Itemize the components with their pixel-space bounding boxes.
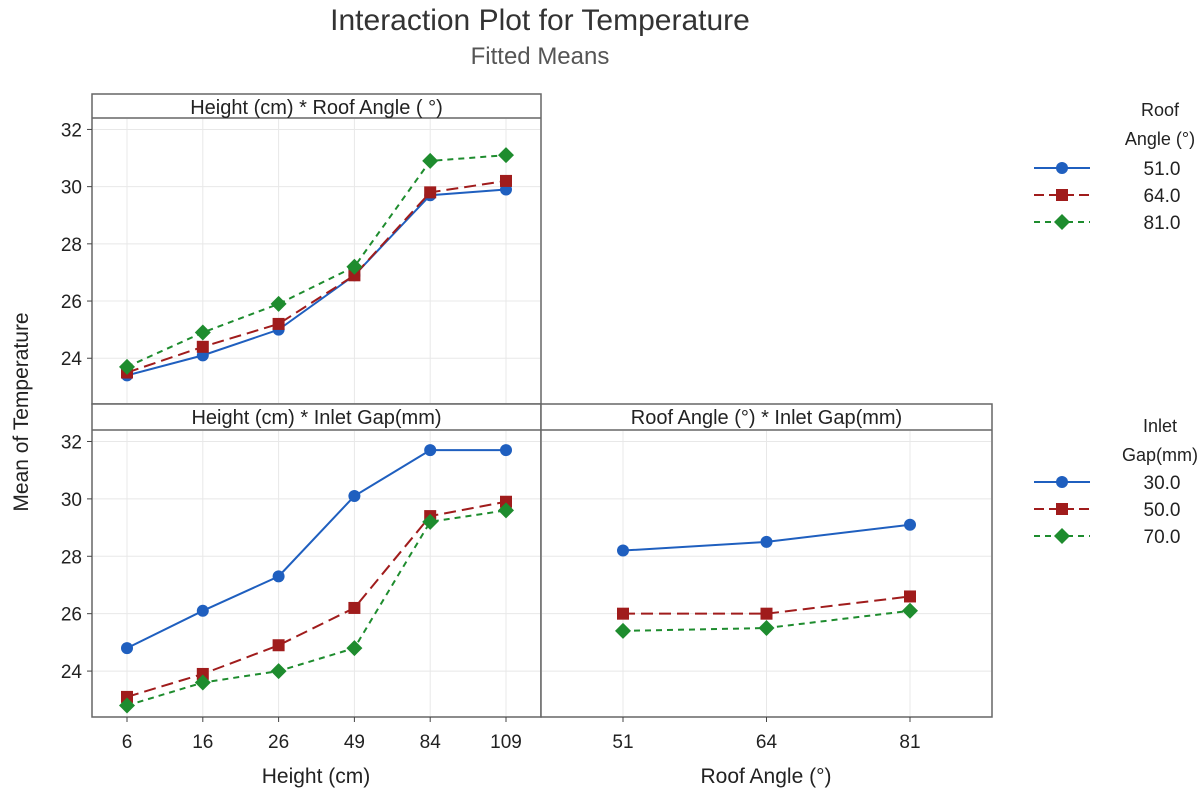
chart-subtitle: Fitted Means xyxy=(471,43,610,70)
panel-3: Roof Angle (°) * Inlet Gap(mm) 51 64 81 xyxy=(540,403,993,753)
data-point xyxy=(194,674,211,691)
data-point xyxy=(760,535,773,548)
series-line-50.0 xyxy=(623,595,911,615)
x-tick-label: 51 xyxy=(612,732,633,753)
data-point xyxy=(121,690,133,703)
y-tick-label: 26 xyxy=(61,605,82,626)
y-tick-label: 30 xyxy=(61,178,82,199)
series-line-64.0 xyxy=(126,179,507,374)
data-point xyxy=(902,602,918,619)
data-point xyxy=(348,269,361,282)
data-point xyxy=(424,186,437,199)
data-point xyxy=(194,324,211,341)
plot-area: Height (cm) * Roof Angle ( °)2426283032H… xyxy=(61,93,1198,753)
series-line-30.0 xyxy=(126,449,506,650)
y-axis-title: Mean of Temperature xyxy=(10,312,33,511)
panel-title: Height (cm) * Inlet Gap(mm) xyxy=(191,407,441,429)
data-point xyxy=(272,570,285,583)
legend-entry-label: 51.0 xyxy=(1144,159,1181,180)
data-point xyxy=(346,258,363,275)
x-tick-label: 84 xyxy=(420,732,442,753)
data-point xyxy=(500,174,512,187)
legend-entry-label: 81.0 xyxy=(1144,213,1181,234)
y-tick-label: 30 xyxy=(61,490,82,511)
data-point xyxy=(272,317,285,330)
legend-marker xyxy=(1056,503,1068,515)
legend-1: Roof Angle (°) 51.0 64.0 81.0 xyxy=(1034,100,1195,234)
data-point xyxy=(424,444,437,457)
x-axis-title-height: Height (cm) xyxy=(262,765,371,788)
data-point xyxy=(348,490,361,503)
series-line-50.0 xyxy=(126,500,507,698)
series-line-81.0 xyxy=(126,154,507,368)
y-tick-label: 32 xyxy=(61,432,82,453)
y-tick-label: 28 xyxy=(61,547,82,568)
data-point xyxy=(346,640,363,657)
data-point xyxy=(121,642,133,655)
data-point xyxy=(196,667,209,680)
x-tick-label: 49 xyxy=(344,732,365,753)
data-point xyxy=(615,622,631,639)
data-point xyxy=(270,295,287,312)
data-point xyxy=(348,601,361,614)
data-point xyxy=(500,444,512,457)
panel-2: Height (cm) * Inlet Gap(mm) 24 26 28 30 32 6 16… xyxy=(61,403,542,753)
panel-title: Roof Angle (°) * Inlet Gap(mm) xyxy=(631,407,902,429)
x-tick-label: 81 xyxy=(899,732,920,753)
legend-marker xyxy=(1054,528,1070,544)
panel-frame xyxy=(91,403,542,718)
panel-title: Height (cm) * Roof Angle ( °) xyxy=(190,97,443,119)
legend-entry-label: 64.0 xyxy=(1144,186,1181,207)
legend-marker xyxy=(1056,162,1068,174)
x-tick-label: 6 xyxy=(122,732,133,753)
data-point xyxy=(617,544,629,557)
data-point xyxy=(760,607,773,620)
legend-title-line: Inlet xyxy=(1143,416,1177,436)
data-point xyxy=(196,340,209,353)
data-point xyxy=(422,152,439,169)
x-axis-title-roof-angle: Roof Angle (°) xyxy=(701,765,832,788)
y-tick-label: 24 xyxy=(61,349,83,370)
legend-entry-label: 70.0 xyxy=(1144,527,1181,548)
data-point xyxy=(617,607,629,620)
legend-title-line: Roof xyxy=(1141,100,1180,120)
x-tick-label: 26 xyxy=(268,732,289,753)
legend-marker xyxy=(1054,214,1070,230)
data-point xyxy=(904,590,916,603)
data-point xyxy=(758,620,775,637)
y-tick-label: 32 xyxy=(61,120,82,141)
data-point xyxy=(904,518,916,531)
data-point xyxy=(270,663,287,680)
x-tick-label: 64 xyxy=(756,732,778,753)
x-tick-label: 16 xyxy=(192,732,213,753)
y-tick-label: 24 xyxy=(61,662,83,683)
x-tick-label: 109 xyxy=(490,732,522,753)
series-line-51.0 xyxy=(126,188,507,377)
legend-entry-label: 50.0 xyxy=(1144,500,1181,521)
y-tick-label: 28 xyxy=(61,235,82,256)
panel-1: Height (cm) * Roof Angle ( °) 24 26 28 30 32 xyxy=(61,93,542,405)
data-point xyxy=(119,358,135,375)
legend-marker xyxy=(1056,476,1068,488)
data-point xyxy=(119,697,135,714)
y-tick-label: 26 xyxy=(61,292,82,313)
series-line-70.0 xyxy=(126,509,507,707)
legend-entry-label: 30.0 xyxy=(1144,473,1181,494)
legend-title-line: Angle (°) xyxy=(1125,129,1195,149)
legend-marker xyxy=(1056,189,1068,201)
data-point xyxy=(196,604,209,617)
data-point xyxy=(498,502,514,519)
data-point xyxy=(422,513,439,530)
legend-2: Inlet Gap(mm) 30.0 50.0 70.0 xyxy=(1034,416,1198,548)
chart-title: Interaction Plot for Temperature xyxy=(330,4,750,37)
data-point xyxy=(500,495,512,508)
data-point xyxy=(498,147,514,164)
data-point xyxy=(272,639,285,652)
legend-title-line: Gap(mm) xyxy=(1122,445,1198,465)
panel-frame xyxy=(91,93,542,405)
